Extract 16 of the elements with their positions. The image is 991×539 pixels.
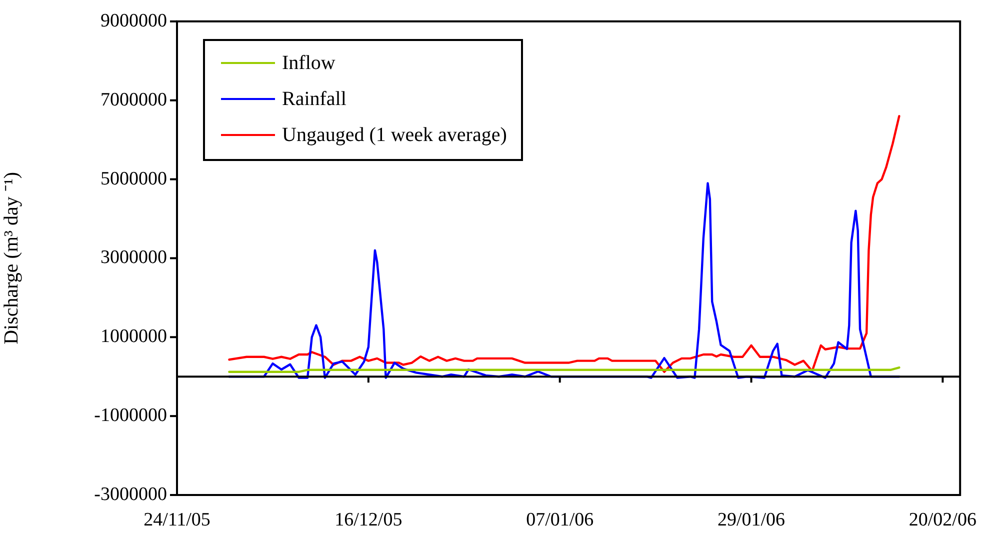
y-tick-label: 1000000 xyxy=(100,326,167,348)
x-tick-label: 20/02/06 xyxy=(908,509,976,530)
y-tick-label: 9000000 xyxy=(100,10,167,32)
x-tick-label: 24/11/05 xyxy=(144,509,210,530)
y-tick-label: 3000000 xyxy=(100,247,167,268)
legend-label: Rainfall xyxy=(282,88,346,110)
y-tick-label: 5000000 xyxy=(100,168,167,190)
y-tick-label: -1000000 xyxy=(94,405,167,426)
x-tick-label: 07/01/06 xyxy=(526,509,594,530)
y-tick-label: -3000000 xyxy=(94,484,167,505)
legend-label: Ungauged (1 week average) xyxy=(282,124,507,146)
x-tick-label: 29/01/06 xyxy=(717,509,786,530)
legend-label: Inflow xyxy=(282,52,336,74)
y-tick-label: 7000000 xyxy=(100,89,167,110)
y-axis-title: Discharge (m³ day ⁻¹) xyxy=(0,172,22,344)
x-tick-label: 16/12/05 xyxy=(334,509,402,530)
